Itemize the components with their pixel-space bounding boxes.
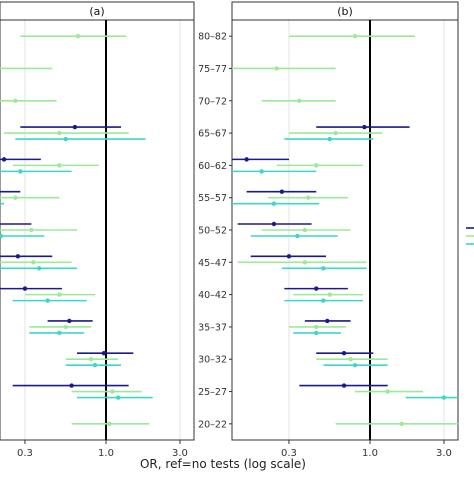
point-estimate (63, 136, 68, 142)
point-estimate (92, 363, 98, 368)
point-estimate (271, 201, 277, 206)
point-estimate (333, 130, 338, 136)
panel-a: (a) 0.3 1.0 3.0 (0, 1, 195, 459)
point-estimate (348, 357, 353, 362)
point-estimate (116, 395, 121, 400)
point-estimate (75, 33, 81, 39)
panel-b: (b) 0.3 1.0 3.0 80–82 75–77 70–72 65–67 60–62 55–… (198, 1, 459, 459)
point-estimate (302, 227, 308, 233)
point-estimate (31, 260, 36, 265)
point-estimate (327, 292, 332, 297)
point-estimate (321, 266, 326, 271)
point-estimate (67, 318, 72, 324)
point-estimate (13, 195, 18, 200)
point-estimate (88, 357, 94, 362)
y-tick-label: 55–57 (198, 193, 227, 204)
point-estimate (36, 266, 42, 271)
point-estimate (302, 260, 308, 265)
y-tick-label: 35–37 (198, 322, 227, 333)
x-tick-label: 1.0 (362, 448, 378, 459)
point-estimate (22, 286, 28, 291)
panel-border (0, 19, 195, 441)
y-tick-label: 65–67 (198, 129, 227, 140)
y-tick-label: 45–47 (198, 258, 227, 269)
point-estimate (314, 163, 319, 168)
point-estimate (72, 124, 78, 130)
point-estimate (279, 189, 285, 194)
x-tick-label: 1.0 (98, 448, 114, 459)
point-estimate (314, 324, 319, 330)
x-axis-label: OR, ref=no tests (log scale) (140, 457, 306, 471)
point-estimate (306, 195, 311, 200)
point-estimate (341, 383, 347, 388)
point-estimate (385, 389, 390, 394)
point-estimate (110, 389, 115, 394)
point-estimate (244, 157, 249, 162)
y-tick-label: 25–27 (198, 387, 227, 398)
point-estimate (107, 421, 112, 427)
point-estimate (274, 66, 279, 71)
y-tick-label: 80–82 (198, 32, 227, 43)
y-tick-label: 20–22 (198, 419, 227, 430)
x-tick-label: 3.0 (172, 448, 188, 459)
point-estimate (0, 233, 4, 239)
panel-title: (b) (337, 5, 353, 18)
point-estimate (29, 227, 34, 233)
x-tick-label: 0.3 (281, 448, 297, 459)
y-tick-label: 40–42 (198, 290, 227, 301)
point-estimate (63, 324, 68, 330)
point-estimate (327, 136, 332, 142)
point-estimate (57, 330, 62, 336)
point-estimate (259, 169, 264, 174)
point-estimate (13, 98, 18, 103)
point-estimate (362, 124, 367, 130)
point-estimate (399, 421, 404, 427)
point-estimate (18, 169, 23, 174)
x-tick-label: 0.3 (17, 448, 33, 459)
point-estimate (352, 33, 358, 39)
x-tick-label: 3.0 (436, 448, 452, 459)
point-estimate (295, 233, 300, 239)
y-tick-label: 75–77 (198, 64, 227, 75)
point-estimate (57, 163, 62, 168)
point-estimate (341, 351, 347, 356)
marks-group (0, 33, 153, 427)
point-estimate (325, 318, 330, 324)
point-estimate (57, 292, 62, 297)
legend-partial (466, 227, 474, 245)
y-tick-label: 30–32 (198, 355, 227, 366)
y-tick-label: 70–72 (198, 96, 227, 107)
point-estimate (1, 157, 7, 162)
point-estimate (441, 395, 447, 400)
y-tick-label: 60–62 (198, 161, 227, 172)
point-estimate (15, 254, 21, 259)
point-estimate (45, 298, 50, 303)
point-estimate (286, 254, 292, 259)
marks-group (232, 33, 458, 427)
point-estimate (314, 330, 319, 336)
point-estimate (314, 286, 319, 291)
point-estimate (57, 130, 62, 136)
point-estimate (101, 351, 107, 356)
panel-title: (a) (89, 5, 104, 18)
y-tick-label: 50–52 (198, 226, 227, 237)
point-estimate (321, 298, 326, 303)
point-estimate (352, 363, 358, 368)
point-estimate (69, 383, 74, 388)
point-estimate (271, 221, 277, 227)
point-estimate (297, 98, 302, 103)
